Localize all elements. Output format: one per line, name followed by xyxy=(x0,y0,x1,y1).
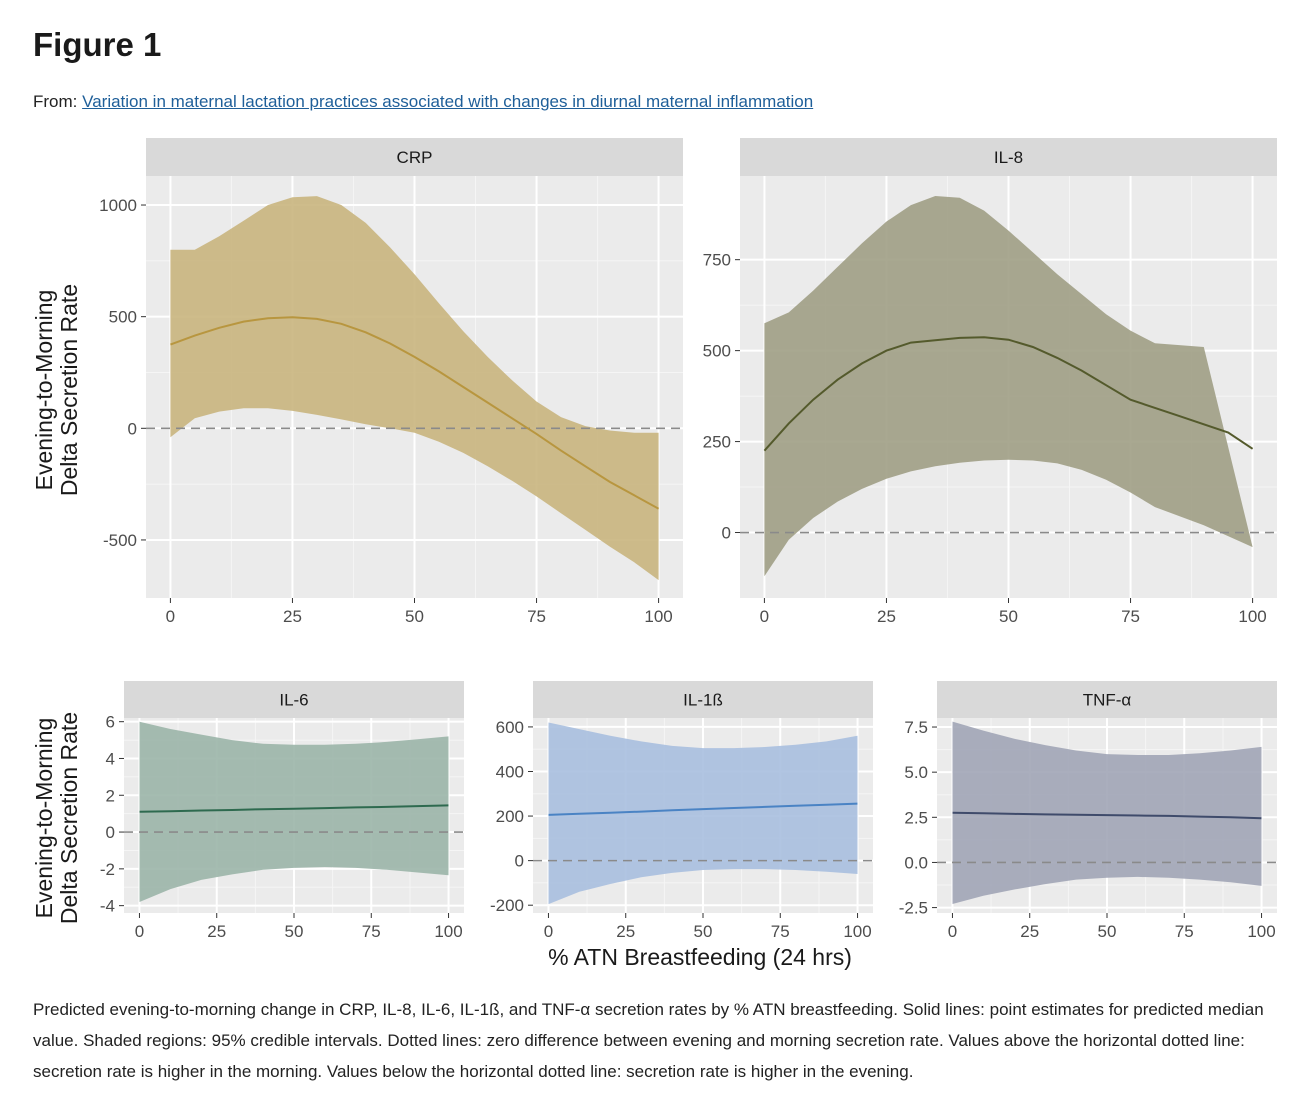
y-tick-label: 6 xyxy=(106,713,115,732)
x-tick-label: 25 xyxy=(1020,922,1039,941)
x-tick-label: 75 xyxy=(771,922,790,941)
source-article-link[interactable]: Variation in maternal lactation practice… xyxy=(82,92,814,111)
figure-panels: Evening-to-Morning Delta Secretion Rate … xyxy=(31,138,1277,970)
y-tick-label: 750 xyxy=(703,251,731,270)
panel-strip xyxy=(937,681,1277,718)
x-tick-label: 25 xyxy=(616,922,635,941)
y-tick-label: 0 xyxy=(722,524,731,543)
y-tick-label: -200 xyxy=(490,896,524,915)
y-tick-label: -4 xyxy=(100,897,115,916)
y-tick-label: 0.0 xyxy=(904,853,928,872)
y-tick-label: -500 xyxy=(103,531,137,550)
panel-title: IL-1ß xyxy=(683,691,723,710)
chart-panel-4: TNF-α 0 25 50 75 100 -2.5 0.0 2.5 5.0 7.5 xyxy=(899,681,1277,941)
x-tick-label: 50 xyxy=(999,607,1018,626)
x-tick-label: 75 xyxy=(1121,607,1140,626)
x-tick-label: 100 xyxy=(1238,607,1266,626)
y-tick-label: 0 xyxy=(515,852,524,871)
x-tick-label: 0 xyxy=(544,922,553,941)
panel-strip xyxy=(533,681,873,718)
y-tick-label: 5.0 xyxy=(904,763,928,782)
y-tick-label: 200 xyxy=(496,807,524,826)
chart-panel-3: IL-1ß 0 25 50 75 100 -200 0 200 400 600 xyxy=(490,681,873,941)
y-tick-label: 4 xyxy=(106,749,115,768)
chart-panel-1: IL-8 0 25 50 75 100 0 250 500 750 xyxy=(703,138,1277,626)
y-axis-label-top-line-2: Delta Secretion Rate xyxy=(56,284,82,496)
x-axis-label: % ATN Breastfeeding (24 hrs) xyxy=(548,944,852,970)
y-tick-label: 500 xyxy=(703,342,731,361)
x-tick-label: 100 xyxy=(1247,922,1275,941)
x-tick-label: 100 xyxy=(644,607,672,626)
y-tick-label: 400 xyxy=(496,762,524,781)
source-line: From: Variation in maternal lactation pr… xyxy=(33,92,813,112)
panel-title: TNF-α xyxy=(1083,691,1132,710)
panel-strip xyxy=(146,138,683,176)
x-tick-label: 75 xyxy=(362,922,381,941)
estimate-line xyxy=(139,804,449,813)
x-tick-label: 0 xyxy=(135,922,144,941)
y-tick-label: 0 xyxy=(106,823,115,842)
x-tick-label: 0 xyxy=(166,607,175,626)
credible-interval-band xyxy=(952,721,1262,904)
credible-interval-band xyxy=(170,196,659,581)
y-tick-label: 600 xyxy=(496,718,524,737)
y-tick-label: 0 xyxy=(128,419,137,438)
y-tick-label: 500 xyxy=(109,308,137,327)
x-tick-label: 0 xyxy=(760,607,769,626)
x-tick-label: 25 xyxy=(283,607,302,626)
x-tick-label: 25 xyxy=(877,607,896,626)
x-tick-label: 0 xyxy=(948,922,957,941)
panel-strip xyxy=(740,138,1277,176)
credible-interval-band xyxy=(548,722,858,905)
y-tick-label: 7.5 xyxy=(904,718,928,737)
x-tick-label: 75 xyxy=(527,607,546,626)
panel-title: IL-8 xyxy=(994,148,1023,167)
x-tick-label: 50 xyxy=(285,922,304,941)
y-tick-label: 250 xyxy=(703,433,731,452)
y-axis-label-bottom-line-2: Delta Secretion Rate xyxy=(56,712,82,924)
figure-caption: Predicted evening-to-morning change in C… xyxy=(33,1000,1264,1081)
panel-title: CRP xyxy=(397,148,433,167)
credible-interval-band xyxy=(764,196,1253,577)
y-tick-label: -2.5 xyxy=(899,899,928,918)
chart-panel-0: CRP 0 25 50 75 100 -500 0 500 1000 xyxy=(99,138,683,626)
from-label: From: xyxy=(33,92,78,111)
panel-title: IL-6 xyxy=(279,691,308,710)
x-tick-label: 25 xyxy=(207,922,226,941)
y-axis-label-bottom-line-1: Evening-to-Morning xyxy=(31,718,57,919)
chart-panel-2: IL-6 0 25 50 75 100 -4 -2 0 2 4 6 xyxy=(100,681,464,941)
estimate-line xyxy=(952,811,1262,820)
x-tick-label: 100 xyxy=(843,922,871,941)
y-tick-label: 1000 xyxy=(99,196,137,215)
credible-interval-band xyxy=(139,721,449,902)
estimate-line xyxy=(170,316,660,510)
y-tick-label: 2.5 xyxy=(904,808,928,827)
y-axis-label-top-line-1: Evening-to-Morning xyxy=(31,290,57,491)
panel-strip xyxy=(124,681,464,718)
y-tick-label: -2 xyxy=(100,860,115,879)
x-tick-label: 50 xyxy=(1098,922,1117,941)
x-tick-label: 50 xyxy=(694,922,713,941)
estimate-line xyxy=(548,802,858,816)
x-tick-label: 100 xyxy=(434,922,462,941)
estimate-line xyxy=(763,336,1254,452)
x-tick-label: 75 xyxy=(1175,922,1194,941)
figure-title: Figure 1 xyxy=(33,26,162,63)
y-tick-label: 2 xyxy=(106,786,115,805)
x-tick-label: 50 xyxy=(405,607,424,626)
